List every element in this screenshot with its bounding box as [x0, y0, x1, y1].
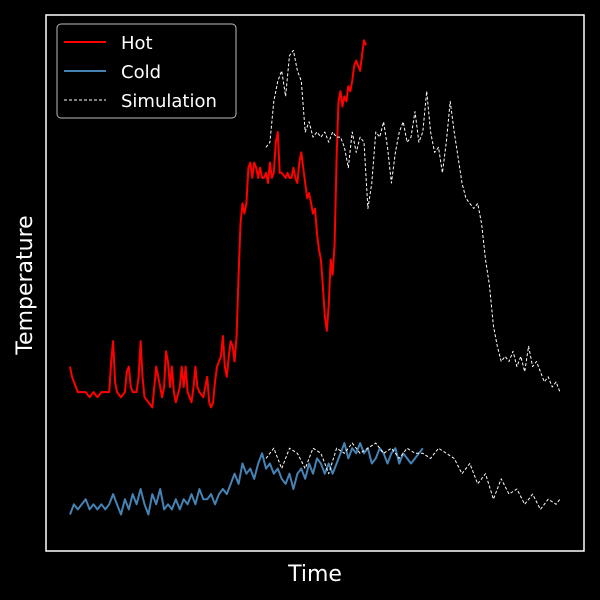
x-axis-label: Time: [287, 562, 342, 587]
legend: Hot Cold Simulation: [56, 23, 237, 119]
axes-frame: [45, 14, 585, 552]
series-line-cold: [69, 442, 424, 516]
legend-box: [56, 23, 237, 119]
plot-area: [69, 39, 561, 516]
series-line-simulation-1: [265, 49, 561, 393]
legend-simulation-label: Simulation: [121, 91, 217, 112]
legend-cold-label: Cold: [121, 62, 161, 83]
y-axis-label: Temperature: [13, 215, 38, 355]
series-line-hot: [69, 39, 367, 409]
legend-hot-label: Hot: [121, 33, 153, 54]
